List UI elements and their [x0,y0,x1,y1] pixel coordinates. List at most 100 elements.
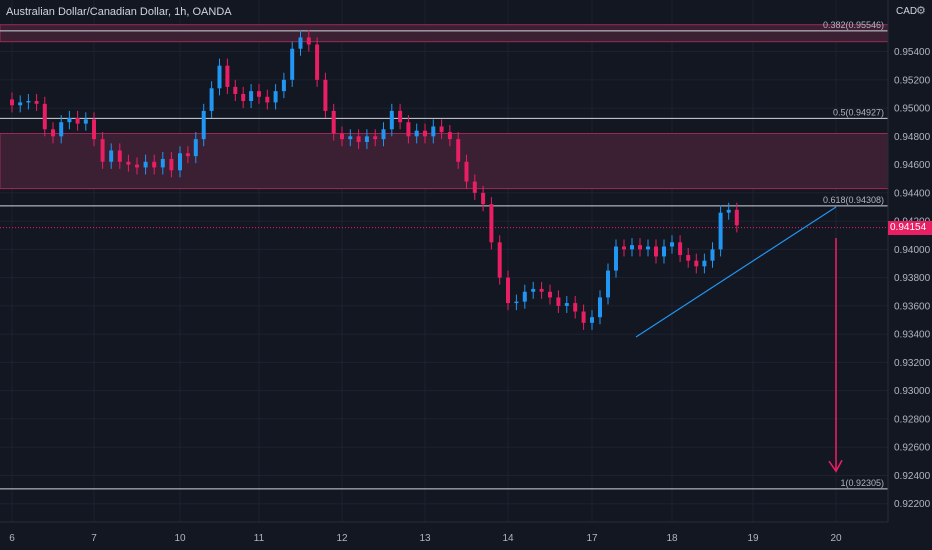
candle-body [702,260,707,267]
candle-body [249,91,254,102]
gear-icon[interactable]: ⚙ [916,5,926,17]
candle-body [26,101,31,103]
candle-body [51,129,55,137]
fib-level-label: 0.382(0.95546) [823,20,884,30]
candle-body [178,153,182,171]
x-tick-label: 18 [666,533,678,544]
y-tick-label: 0.93200 [894,358,931,369]
candle-body [423,130,427,137]
candle-body [522,291,527,302]
y-tick-label: 0.93800 [894,273,931,284]
candle-body [100,139,105,162]
candle-body [622,246,626,250]
candle-body [564,303,569,306]
candle-body [201,110,206,140]
candle-body [323,79,328,111]
candle-body [18,102,23,106]
candle-body [298,37,303,49]
candle-body [241,93,246,102]
y-tick-label: 0.93000 [894,386,931,397]
candle-body [315,44,320,80]
candle-body [92,119,96,140]
x-tick-label: 7 [91,533,97,544]
candle-body [83,119,88,124]
trendline [635,206,837,338]
candle-body [726,209,731,213]
candle-body [217,65,222,89]
candle-body [489,204,494,243]
candle-body [662,246,666,257]
fib-level-label: 0.618(0.94308) [823,195,884,205]
candle-body [548,291,552,298]
y-tick-label: 0.92600 [894,443,931,454]
candle-body [694,260,699,267]
candle-body [185,153,190,157]
candle-body [734,209,739,226]
candle-body [670,242,674,247]
candle-body [497,242,502,278]
candle-body [381,129,386,140]
candle-body [718,212,723,250]
y-tick-label: 0.92800 [894,414,931,425]
y-tick-label: 0.93600 [894,301,931,312]
candle-body [331,110,336,134]
supply-zone [0,24,889,43]
candle-body [556,297,561,306]
candle-body [209,88,214,111]
x-tick-label: 11 [254,533,265,544]
candle-body [431,126,436,137]
candle-body [34,101,39,104]
candle-body [531,288,536,292]
y-tick-label: 0.92200 [894,499,931,510]
y-tick-label: 0.95200 [894,75,931,86]
candle-body [42,103,47,130]
candle-body [364,136,369,142]
candle-body [447,132,452,140]
candle-body [439,126,444,133]
candle-body [169,158,174,171]
candle-body [225,65,230,87]
candle-body [606,270,610,298]
candle-body [356,136,361,142]
candle-body [614,246,618,271]
x-tick-label: 19 [747,533,759,544]
candle-body [59,122,64,137]
candle-body [160,158,165,168]
candle-body [590,317,594,323]
candle-body [340,133,344,140]
candle-body [117,150,122,162]
y-tick-label: 0.94400 [894,188,931,199]
candle-body [10,99,14,106]
candle-body [373,136,378,140]
candle-body [481,192,486,205]
candle-body [456,139,461,162]
candle-body [638,245,642,250]
x-tick-label: 17 [586,533,598,544]
candle-body [109,150,114,162]
symbol-title: Australian Dollar/Canadian Dollar, 1h, O… [6,6,232,18]
candle-body [646,246,650,250]
candle-body [598,297,602,318]
candle-body [678,242,683,256]
candle-body [514,301,519,304]
candle-body [290,48,295,80]
y-tick-label: 0.94600 [894,160,931,171]
candle-body [630,245,634,250]
y-tick-label: 0.94800 [894,132,931,143]
y-tick-label: 0.93400 [894,330,931,341]
candle-body [406,122,411,137]
candle-body [581,311,586,323]
candle-body [464,161,469,182]
candle-body [193,139,198,157]
candle-body [281,79,286,92]
candle-body [273,91,278,103]
x-tick-label: 10 [174,533,186,544]
candle-body [257,91,261,97]
candle-body [75,117,80,124]
candle-body [306,37,311,45]
fib-level-label: 1(0.92305) [840,478,884,488]
candle-body [265,96,270,103]
y-tick-label: 0.95000 [894,104,931,115]
currency-label[interactable]: CAD [896,6,918,17]
